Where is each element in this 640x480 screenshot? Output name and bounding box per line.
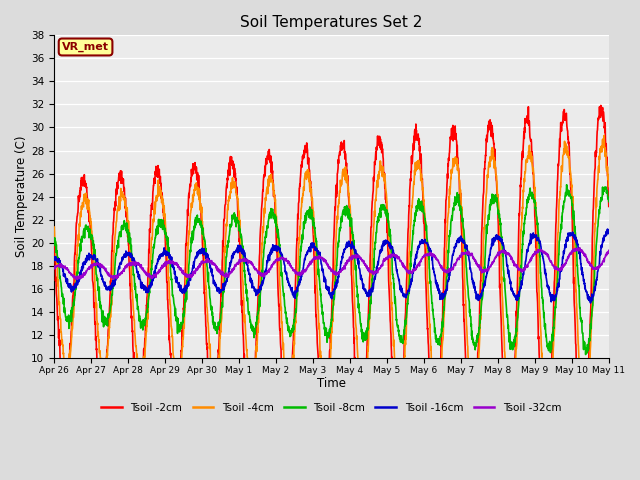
Tsoil -2cm	[634, 94, 640, 100]
Tsoil -2cm	[561, 117, 569, 123]
Text: VR_met: VR_met	[62, 42, 109, 52]
Tsoil -8cm	[639, 173, 640, 179]
Tsoil -16cm	[528, 236, 536, 241]
Tsoil -8cm	[50, 236, 58, 242]
Tsoil -8cm	[633, 204, 640, 209]
Tsoil -32cm	[634, 262, 640, 268]
Tsoil -4cm	[634, 147, 640, 153]
Legend: Tsoil -2cm, Tsoil -4cm, Tsoil -8cm, Tsoil -16cm, Tsoil -32cm: Tsoil -2cm, Tsoil -4cm, Tsoil -8cm, Tsoi…	[97, 399, 565, 417]
Tsoil -4cm	[385, 240, 393, 246]
Tsoil -4cm	[109, 277, 116, 283]
Tsoil -2cm	[385, 288, 393, 294]
Tsoil -16cm	[561, 241, 569, 247]
Tsoil -32cm	[385, 254, 393, 260]
Tsoil -4cm	[237, 233, 244, 239]
Tsoil -16cm	[634, 251, 640, 256]
Tsoil -32cm	[561, 260, 569, 266]
Tsoil -32cm	[50, 265, 58, 271]
Tsoil -2cm	[579, 468, 586, 474]
Tsoil -2cm	[237, 262, 244, 268]
Tsoil -8cm	[561, 193, 569, 199]
X-axis label: Time: Time	[317, 377, 346, 390]
Tsoil -32cm	[528, 254, 536, 260]
Tsoil -2cm	[633, 107, 640, 112]
Tsoil -8cm	[528, 192, 536, 198]
Line: Tsoil -2cm: Tsoil -2cm	[54, 97, 640, 471]
Tsoil -32cm	[611, 243, 618, 249]
Y-axis label: Soil Temperature (C): Soil Temperature (C)	[15, 136, 28, 257]
Tsoil -32cm	[109, 275, 117, 280]
Tsoil -16cm	[385, 243, 393, 249]
Tsoil -16cm	[606, 225, 614, 230]
Tsoil -16cm	[50, 255, 58, 261]
Tsoil -4cm	[618, 429, 626, 435]
Tsoil -8cm	[385, 227, 393, 232]
Tsoil -4cm	[600, 132, 608, 138]
Title: Soil Temperatures Set 2: Soil Temperatures Set 2	[240, 15, 422, 30]
Tsoil -16cm	[237, 242, 244, 248]
Tsoil -16cm	[109, 283, 116, 288]
Line: Tsoil -16cm: Tsoil -16cm	[54, 228, 640, 303]
Tsoil -8cm	[109, 286, 116, 291]
Tsoil -16cm	[587, 300, 595, 306]
Tsoil -2cm	[528, 150, 536, 156]
Tsoil -4cm	[50, 226, 58, 231]
Line: Tsoil -4cm: Tsoil -4cm	[54, 135, 640, 432]
Tsoil -2cm	[109, 232, 116, 238]
Tsoil -4cm	[561, 145, 569, 151]
Line: Tsoil -8cm: Tsoil -8cm	[54, 176, 640, 360]
Tsoil -2cm	[50, 227, 58, 233]
Tsoil -32cm	[72, 276, 79, 282]
Line: Tsoil -32cm: Tsoil -32cm	[54, 246, 640, 279]
Tsoil -8cm	[237, 233, 244, 239]
Tsoil -8cm	[620, 358, 628, 363]
Tsoil -4cm	[528, 153, 536, 159]
Tsoil -32cm	[237, 258, 244, 264]
